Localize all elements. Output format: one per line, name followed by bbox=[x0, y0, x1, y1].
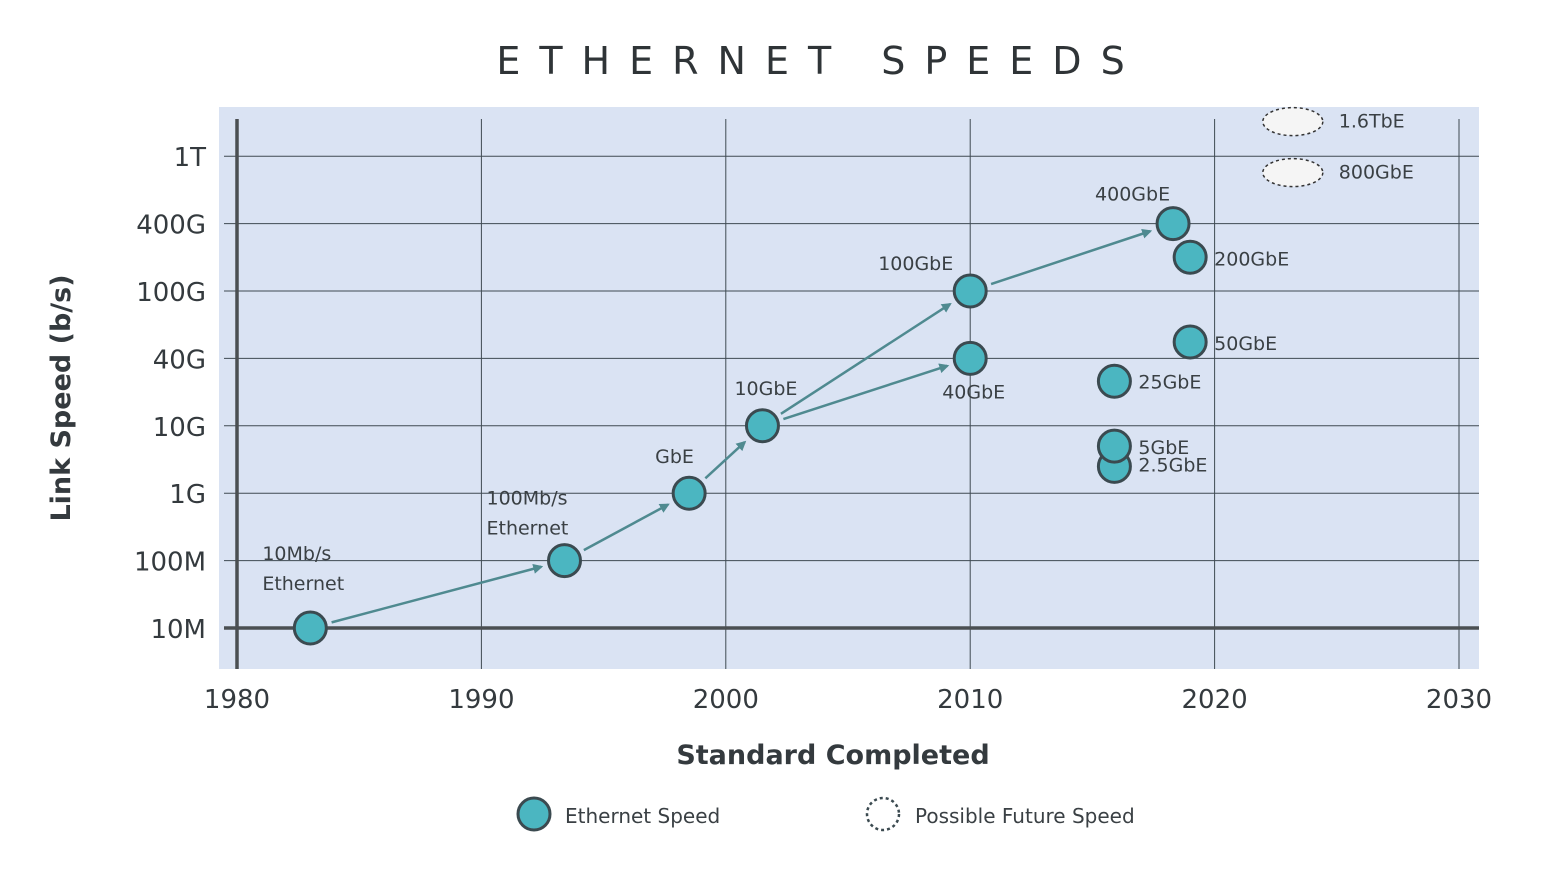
point-10gbe bbox=[744, 408, 780, 444]
label-25gbe: 25GbE bbox=[1138, 371, 1201, 393]
x-tick-label-1990: 1990 bbox=[448, 685, 514, 715]
point-5gbe bbox=[1096, 428, 1132, 464]
label-40gbe: 40GbE bbox=[942, 381, 1005, 403]
point-10mb-s-ethernet bbox=[292, 610, 328, 646]
point-100mb-s-ethernet bbox=[546, 543, 582, 579]
label-gbe: GbE bbox=[655, 446, 694, 468]
future-point-1-6tbe bbox=[1262, 106, 1324, 137]
legend-label-ethernet-speed: Ethernet Speed bbox=[565, 804, 720, 828]
label-1-6tbe: 1.6TbE bbox=[1339, 111, 1405, 133]
legend-label-possible-future-speed: Possible Future Speed bbox=[915, 804, 1135, 828]
arrow-10gbe-to-40gbe bbox=[783, 363, 950, 421]
axes bbox=[224, 119, 1479, 669]
x-tick-labels: 1980 1990 2000 2010 2020 2030 bbox=[204, 685, 1492, 715]
y-tick-label-40g: 40G bbox=[153, 345, 206, 375]
point-labels: 10Mb/s Ethernet 100Mb/s Ethernet GbE 10GbE 40G… bbox=[262, 111, 1414, 595]
y-tick-label-100m: 100M bbox=[134, 548, 206, 578]
progression-arrows bbox=[331, 228, 1153, 624]
label-400gbe: 400GbE bbox=[1095, 184, 1170, 206]
point-gbe bbox=[671, 475, 707, 511]
arrow-10gbe-to-100gbe bbox=[780, 302, 952, 415]
y-tick-label-10g: 10G bbox=[153, 413, 206, 443]
x-tick-label-2010: 2010 bbox=[937, 685, 1003, 715]
arrow-gbe-to-10gbe bbox=[704, 440, 747, 480]
label-800gbe: 800GbE bbox=[1339, 162, 1414, 184]
y-tick-label-1g: 1G bbox=[169, 480, 206, 510]
y-tick-label-100g: 100G bbox=[136, 278, 206, 308]
label-100mb-s-ethernet: 100Mb/s Ethernet bbox=[486, 488, 568, 540]
x-tick-label-1980: 1980 bbox=[204, 685, 270, 715]
label-200gbe: 200GbE bbox=[1214, 248, 1289, 270]
arrow-100gbe-to-400gbe bbox=[990, 228, 1153, 286]
label-50gbe: 50GbE bbox=[1214, 333, 1277, 355]
y-tick-label-10m: 10M bbox=[150, 615, 206, 645]
point-400gbe bbox=[1155, 206, 1191, 242]
point-50gbe bbox=[1172, 324, 1208, 360]
point-100gbe bbox=[952, 273, 988, 309]
x-tick-label-2000: 2000 bbox=[693, 685, 759, 715]
arrow-100mb-s-ethernet-to-gbe bbox=[583, 503, 670, 552]
future-point-800gbe bbox=[1262, 157, 1324, 188]
label-10mb-s-ethernet: 10Mb/s Ethernet bbox=[262, 543, 344, 595]
label-100gbe: 100GbE bbox=[878, 253, 953, 275]
point-25gbe bbox=[1096, 363, 1132, 399]
y-axis-title: Link Speed (b/s) bbox=[46, 274, 77, 521]
x-tick-label-2030: 2030 bbox=[1426, 685, 1492, 715]
y-tick-labels: 10M 100M 1G 10G 40G 100G 400G 1T bbox=[134, 143, 206, 645]
data-points bbox=[292, 106, 1324, 646]
plot-area bbox=[219, 107, 1479, 669]
legend: Ethernet Speed Possible Future Speed bbox=[516, 796, 1135, 832]
label-10gbe: 10GbE bbox=[734, 378, 797, 400]
chart-title: ETHERNET SPEEDS bbox=[496, 39, 1143, 83]
legend-marker-ethernet-speed bbox=[516, 796, 552, 832]
legend-marker-possible-future-speed bbox=[865, 796, 901, 832]
point-40gbe bbox=[952, 340, 988, 376]
label-2-5gbe: 2.5GbE bbox=[1138, 454, 1207, 476]
x-axis-title: Standard Completed bbox=[676, 740, 989, 771]
y-tick-label-400g: 400G bbox=[136, 211, 206, 241]
y-tick-label-1t: 1T bbox=[174, 143, 207, 173]
grid-lines bbox=[224, 119, 1479, 669]
point-200gbe bbox=[1172, 239, 1208, 275]
arrow-10mb-s-ethernet-to-100mb-s-ethernet bbox=[331, 563, 544, 624]
label-5gbe: 5GbE bbox=[1138, 437, 1189, 459]
x-tick-label-2020: 2020 bbox=[1182, 685, 1248, 715]
